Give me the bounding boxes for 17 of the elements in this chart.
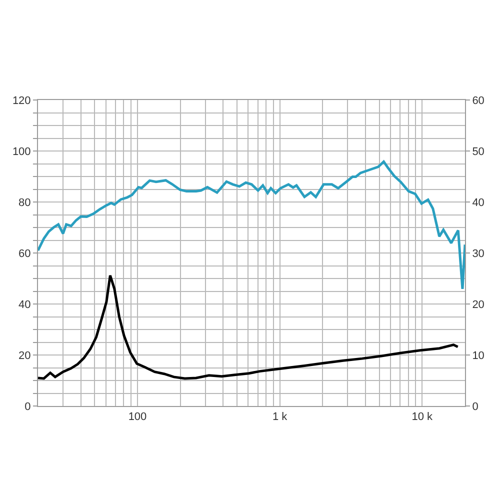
y-tick-label: 80	[18, 196, 31, 209]
y-tick-label: 120	[12, 94, 31, 107]
y-tick-label: 40	[18, 298, 31, 311]
x-tick-label: 10 k	[412, 411, 434, 424]
y2-tick-label: 40	[472, 196, 484, 209]
y2-tick-label: 10	[472, 350, 484, 362]
y2-tick-label: 0	[472, 400, 478, 413]
y2-tick-label: 50	[472, 146, 484, 158]
y-tick-label: 0	[24, 400, 31, 413]
x-tick-label: 1 k	[272, 411, 288, 424]
y-tick-label: 20	[18, 350, 31, 362]
x-tick-label: 100	[128, 411, 147, 424]
y2-tick-label: 20	[472, 298, 484, 311]
y-tick-label: 100	[12, 146, 31, 158]
y-tick-label: 60	[18, 248, 31, 260]
y2-tick-label: 30	[472, 248, 484, 260]
y2-tick-label: 60	[472, 94, 484, 107]
